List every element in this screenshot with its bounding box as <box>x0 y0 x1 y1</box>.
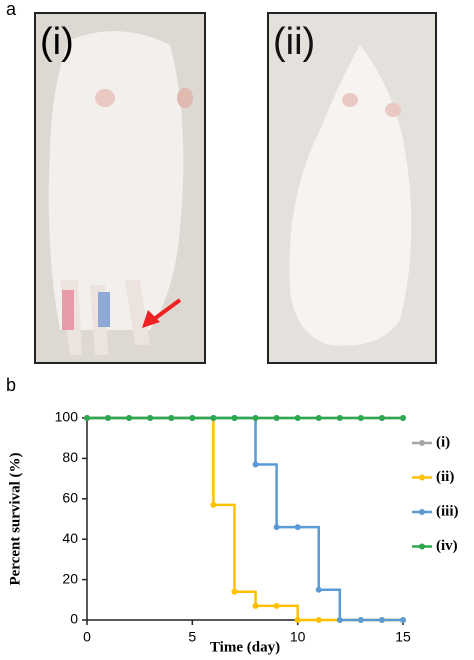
photo: (i) <box>34 12 206 364</box>
data-point <box>357 415 364 421</box>
step-line <box>276 604 299 620</box>
data-point <box>273 524 280 531</box>
data-point <box>400 617 406 623</box>
plot: 0 20 40 60 80 100 0 5 10 15 (i) (ii) (iii) (iv) <box>55 409 459 645</box>
data-point <box>210 415 217 421</box>
legend-label: (iii) <box>436 503 459 519</box>
photo-label: (i) <box>40 21 74 63</box>
photo: (ii) <box>267 12 437 364</box>
data-point <box>336 415 343 421</box>
x-tick-label: 0 <box>83 629 91 645</box>
data-point <box>336 617 343 623</box>
y-tick-label: 20 <box>62 570 78 586</box>
data-point <box>252 602 259 609</box>
data-point <box>231 415 238 421</box>
data-point <box>378 415 385 421</box>
data-point <box>294 415 301 421</box>
data-point <box>378 617 385 623</box>
x-tick-label: 5 <box>188 629 196 645</box>
x-tick-label: 10 <box>290 629 306 645</box>
step-line <box>318 588 342 620</box>
legend-marker <box>419 440 425 446</box>
data-point <box>210 501 217 508</box>
data-point <box>273 415 280 421</box>
y-tick-label: 80 <box>62 449 78 465</box>
step-line <box>255 463 278 528</box>
data-point <box>315 415 322 421</box>
legend-label: (i) <box>436 434 450 450</box>
y-tick-label: 40 <box>62 530 78 546</box>
data-point <box>315 586 322 593</box>
step-line <box>234 416 257 465</box>
data-point <box>126 415 133 421</box>
legend-label: (ii) <box>436 469 454 485</box>
data-point <box>189 415 196 421</box>
panel-label: b <box>6 375 16 395</box>
data-point <box>105 415 112 421</box>
data-point <box>357 617 364 623</box>
step-line <box>192 416 215 505</box>
data-point <box>147 415 154 421</box>
data-point <box>294 524 301 531</box>
y-tick-label: 0 <box>70 611 78 627</box>
data-point <box>400 415 406 421</box>
y-tick-label: 100 <box>55 409 79 425</box>
data-point <box>315 617 322 623</box>
y-axis-label: Percent survival (%) <box>7 452 23 585</box>
x-tick-label: 15 <box>395 629 411 645</box>
legend-marker <box>419 543 425 550</box>
data-point <box>294 617 301 623</box>
data-point <box>231 588 238 595</box>
legend-label: (iv) <box>436 538 458 554</box>
legend-marker <box>419 509 425 515</box>
data-point <box>84 415 90 421</box>
panel-label: a <box>6 0 17 19</box>
data-point <box>168 415 175 421</box>
step-line <box>213 503 236 592</box>
photo-label: (ii) <box>273 21 315 63</box>
y-tick-label: 60 <box>62 490 78 506</box>
data-point <box>252 415 259 421</box>
step-line <box>297 525 320 590</box>
legend-marker <box>419 474 425 481</box>
x-axis-label: Time (day) <box>210 639 280 655</box>
data-point <box>252 461 259 468</box>
data-point <box>273 602 280 609</box>
step-line <box>234 590 257 606</box>
